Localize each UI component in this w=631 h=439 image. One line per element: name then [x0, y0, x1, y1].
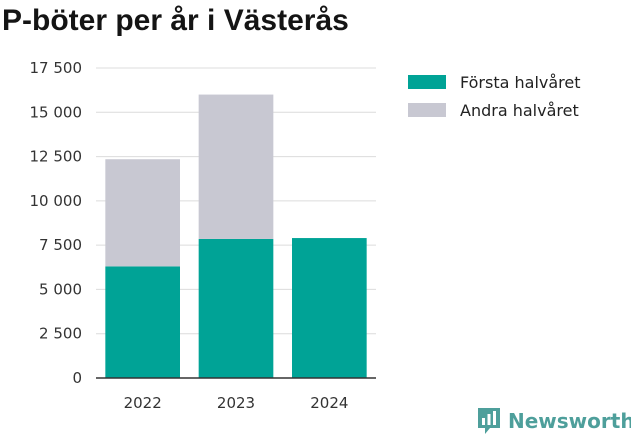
bars	[105, 94, 367, 378]
x-tick-label: 2024	[310, 394, 348, 412]
y-tick-label: 2 500	[39, 325, 82, 343]
legend: Första halvåret Andra halvåret	[408, 68, 581, 124]
bar-2023-series-0	[198, 238, 274, 378]
y-axis-ticks: 0 2 500 5 000 7 500 10 000 12 500 15 000 17 500	[30, 59, 83, 387]
y-tick-label: 15 000	[30, 103, 83, 121]
bar-2022-series-0	[105, 266, 180, 378]
y-tick-label: 17 500	[30, 59, 83, 77]
newsworthy-brand: Newsworthy	[476, 406, 631, 436]
bar-2024-series-0	[292, 238, 367, 378]
bar-2022-series-1	[105, 159, 180, 267]
legend-item-first-half: Första halvåret	[408, 68, 581, 96]
x-tick-label: 2023	[217, 394, 255, 412]
y-tick-label: 5 000	[39, 280, 82, 298]
y-tick-label: 10 000	[30, 192, 83, 210]
y-tick-label: 12 500	[30, 148, 83, 166]
brand-name: Newsworthy	[508, 409, 631, 433]
legend-item-second-half: Andra halvåret	[408, 96, 581, 124]
x-tick-label: 2022	[124, 394, 162, 412]
chart-title: P-böter per år i Västerås	[2, 4, 349, 37]
y-tick-label: 7 500	[39, 236, 82, 254]
legend-swatch-first-half	[408, 75, 446, 89]
legend-swatch-second-half	[408, 103, 446, 117]
legend-label-first-half: Första halvåret	[460, 72, 581, 92]
y-tick-label: 0	[72, 369, 82, 387]
legend-label-second-half: Andra halvåret	[460, 100, 579, 120]
bar-2023-series-1	[198, 94, 274, 239]
newsworthy-logo-icon	[478, 408, 500, 434]
x-axis-ticks: 2022 2023 2024	[124, 394, 349, 412]
